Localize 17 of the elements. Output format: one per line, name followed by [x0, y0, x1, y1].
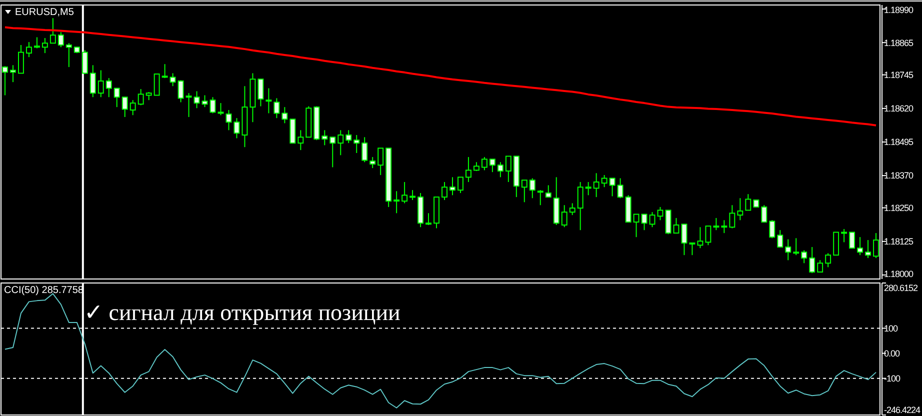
y-tick-label: 1.18745	[884, 70, 914, 80]
y-tick-label: -246.4224	[884, 405, 921, 416]
y-tick-label: 1.18865	[884, 38, 914, 48]
y-tick-label: 1.18125	[884, 236, 914, 247]
y-tick-label: 1.18370	[884, 170, 914, 181]
y-tick-label: 1.18990	[884, 5, 914, 16]
y-tick-label: 1.18000	[884, 269, 914, 280]
y-tick-label: 0.00	[884, 348, 900, 358]
y-tick-label: -100	[884, 373, 901, 384]
y-tick-label: 1.18620	[884, 104, 914, 114]
y-tick-label: 280.6152	[884, 283, 918, 294]
chart-title: EURUSD,M5	[15, 7, 74, 18]
chart-title: CCI(50) 285.7758	[4, 285, 84, 296]
y-tick-label: 1.18250	[884, 202, 914, 213]
y-tick-label: 1.18495	[884, 137, 914, 148]
y-tick-label: 100	[884, 323, 898, 334]
annotation: ✓ сигнал для открытия позиции	[84, 300, 400, 325]
